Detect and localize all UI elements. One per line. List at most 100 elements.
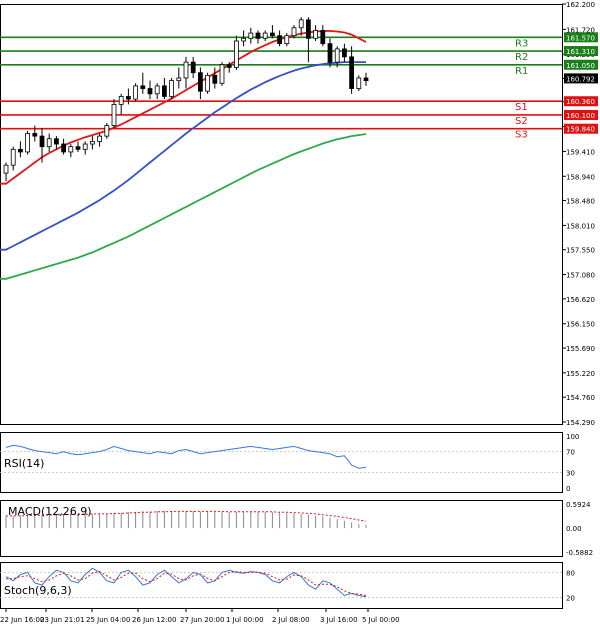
candle-body xyxy=(140,85,146,89)
macd-signal-line xyxy=(6,510,367,522)
candle-body xyxy=(212,74,218,84)
candle-body xyxy=(133,85,138,100)
candle-body xyxy=(162,85,167,97)
candle-body xyxy=(262,32,268,39)
candle-body xyxy=(349,56,354,89)
stoch-tick-label: 20 xyxy=(566,595,575,603)
candle-body xyxy=(111,104,117,126)
candle-body xyxy=(327,43,333,63)
candle-body xyxy=(97,135,102,142)
rsi-tick-label: 0 xyxy=(566,485,570,493)
rsi-tick-label: 70 xyxy=(566,449,575,457)
stoch-d-line xyxy=(6,571,367,596)
candle-body xyxy=(342,48,347,58)
time-tick-label: 26 Jun 12:00 xyxy=(132,616,176,624)
level-label-r1: R1 xyxy=(515,66,528,77)
candle-body xyxy=(241,37,246,42)
price-tick-label: 157.550 xyxy=(566,247,595,255)
time-tick-label: 25 Jun 04:00 xyxy=(86,616,130,624)
candle-body xyxy=(320,30,326,45)
time-tick-label: 27 Jun 20:00 xyxy=(180,616,224,624)
candle-body xyxy=(234,40,239,68)
price-tick-label: 156.620 xyxy=(566,296,595,304)
macd-tick-label: 0.5924 xyxy=(566,501,591,509)
price-tick-label: 154.760 xyxy=(566,394,595,402)
price-tick-label: 157.080 xyxy=(566,272,595,280)
candle-body xyxy=(90,140,95,145)
candle-body xyxy=(82,143,88,150)
candle-body xyxy=(248,32,254,39)
indicator-panels: 100 70 30 0 RSI(14) 0.5924 0.00 -0.5882 MACD(12,… xyxy=(0,433,593,603)
candle-body xyxy=(46,138,52,148)
level-price-tag-text: 160.360 xyxy=(566,98,595,106)
price-tick-label: 156.150 xyxy=(566,321,595,329)
moving-average-slow xyxy=(0,133,367,280)
candle-body xyxy=(363,77,369,82)
candle-body xyxy=(75,146,81,150)
time-tick-label: 2 Jul 08:00 xyxy=(272,616,310,624)
candle-body xyxy=(176,77,182,82)
candle-body xyxy=(277,35,282,45)
rsi-tick-label: 100 xyxy=(566,433,579,441)
candle-body xyxy=(25,133,30,153)
candle-body xyxy=(291,27,297,37)
time-tick-label: 1 Jul 00:00 xyxy=(226,616,264,624)
level-label-r3: R3 xyxy=(515,38,528,49)
price-tick-label: 155.690 xyxy=(566,345,595,353)
time-tick-label: 3 Jul 16:00 xyxy=(320,616,358,624)
candle-body xyxy=(18,148,23,153)
macd-tick-label: 0.00 xyxy=(566,525,582,533)
price-tick-label: 158.940 xyxy=(566,173,595,181)
price-tick-label: 158.010 xyxy=(566,222,595,230)
level-price-tag xyxy=(564,96,598,107)
level-price-tag xyxy=(564,123,598,134)
price-tick-label: 155.220 xyxy=(566,370,595,378)
macd-tick-label: -0.5882 xyxy=(566,549,593,557)
price-tick-label: 159.410 xyxy=(566,148,595,156)
panel-frame xyxy=(0,500,563,557)
candle-body xyxy=(32,133,38,137)
moving-average-mid xyxy=(0,61,366,251)
level-label-s2: S2 xyxy=(515,116,528,127)
level-price-tag-text: 159.840 xyxy=(566,126,595,134)
level-price-tag-text: 161.050 xyxy=(566,62,595,70)
level-label-s3: S3 xyxy=(515,130,528,141)
level-price-tag xyxy=(564,32,598,43)
current-price-label: 160.792 xyxy=(566,75,595,83)
candle-body xyxy=(270,32,275,37)
candle-body xyxy=(334,48,340,63)
time-tick-label: 5 Jul 00:00 xyxy=(362,616,400,624)
macd-label: MACD(12,26,9) xyxy=(8,505,92,518)
level-price-tag-text: 160.100 xyxy=(566,112,595,120)
panel-frame xyxy=(0,562,563,609)
rsi-label: RSI(14) xyxy=(4,457,44,470)
time-tick-label: 22 Jun 16:00 xyxy=(0,616,44,624)
candle-body xyxy=(104,125,110,137)
candle-body xyxy=(118,96,124,105)
panel-frame xyxy=(0,432,563,493)
price-tick-label: 154.290 xyxy=(566,419,595,427)
candle-body xyxy=(154,85,160,95)
level-price-tag-text: 161.570 xyxy=(566,34,595,42)
candle-body xyxy=(226,64,232,68)
candle-body xyxy=(61,143,66,153)
stoch-k-line xyxy=(5,567,367,598)
panel-frames xyxy=(0,4,563,609)
candle-body xyxy=(198,72,203,92)
moving-average-fast xyxy=(0,30,367,185)
candle-body xyxy=(10,148,16,166)
candle-body xyxy=(169,80,174,97)
candle-body xyxy=(54,138,59,145)
level-label-r2: R2 xyxy=(515,52,528,63)
candle-body xyxy=(284,35,290,45)
candle-body xyxy=(306,19,311,39)
candle-body xyxy=(205,74,210,92)
rsi-line xyxy=(5,444,367,469)
price-tick-label: 158.480 xyxy=(566,198,595,206)
candle-body xyxy=(126,96,131,100)
candle-body xyxy=(147,88,153,95)
level-price-tag xyxy=(564,59,598,70)
